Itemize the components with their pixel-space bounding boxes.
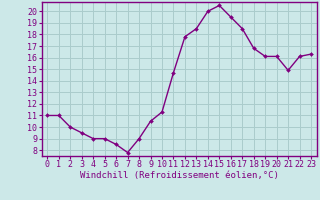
X-axis label: Windchill (Refroidissement éolien,°C): Windchill (Refroidissement éolien,°C) xyxy=(80,171,279,180)
